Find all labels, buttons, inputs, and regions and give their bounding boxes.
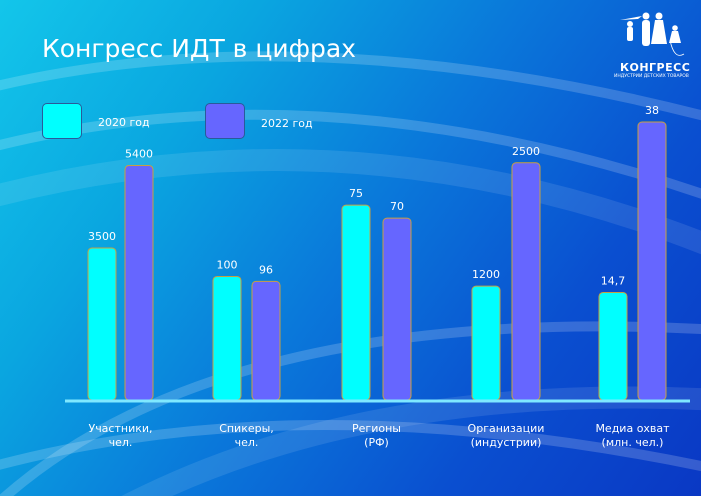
- category-label-line: чел.: [234, 436, 259, 449]
- category-label-line: Медиа охват: [595, 422, 670, 435]
- category-label-line: чел.: [108, 436, 133, 449]
- legend-label-2022: 2022 год: [261, 117, 313, 130]
- bar-2022-4: [637, 121, 667, 401]
- bar-2020-3: [471, 285, 501, 401]
- slide-title: Конгресс ИДТ в цифрах: [42, 34, 356, 63]
- bar-2022-3: [511, 162, 541, 401]
- category-label-line: Участники,: [88, 422, 153, 435]
- category-label: Регионы (РФ): [317, 422, 437, 450]
- bar-2020-0: [87, 247, 117, 401]
- data-label: 96: [259, 263, 273, 276]
- category-label-line: (РФ): [364, 436, 389, 449]
- data-label: 100: [217, 258, 238, 271]
- data-label: 70: [390, 200, 404, 213]
- category-label: Медиа охват (млн. чел.): [573, 422, 693, 450]
- data-label: 75: [349, 187, 363, 200]
- data-label: 2500: [512, 145, 540, 158]
- category-label-line: Регионы: [352, 422, 401, 435]
- category-label: Организации (индустрии): [446, 422, 566, 450]
- bar-2022-0: [124, 164, 154, 401]
- logo-family-icon: [620, 12, 685, 56]
- legend-label-2020: 2020 год: [98, 116, 150, 129]
- logo-subtitle: ИНДУСТРИИ ДЕТСКИХ ТОВАРОВ: [614, 74, 689, 79]
- logo-name: КОНГРЕСС: [620, 61, 691, 74]
- category-label-line: Организации: [467, 422, 545, 435]
- category-label: Участники, чел.: [61, 422, 181, 450]
- legend-swatch-2020: [42, 103, 82, 139]
- data-label: 14,7: [601, 274, 626, 287]
- category-label-line: (индустрии): [470, 436, 542, 449]
- bar-2022-2: [382, 217, 412, 401]
- bar-2020-2: [341, 204, 371, 401]
- category-label: Спикеры, чел.: [187, 422, 307, 450]
- legend-swatch-2022: [205, 103, 245, 139]
- bar-2020-4: [598, 291, 628, 401]
- data-label: 5400: [125, 147, 153, 160]
- bar-2020-1: [212, 275, 242, 401]
- category-label-line: Спикеры,: [219, 422, 274, 435]
- category-label-line: (млн. чел.): [601, 436, 664, 449]
- data-label: 3500: [88, 230, 116, 243]
- data-label: 1200: [472, 268, 500, 281]
- data-label: 38: [645, 104, 659, 117]
- bar-2022-1: [251, 280, 281, 401]
